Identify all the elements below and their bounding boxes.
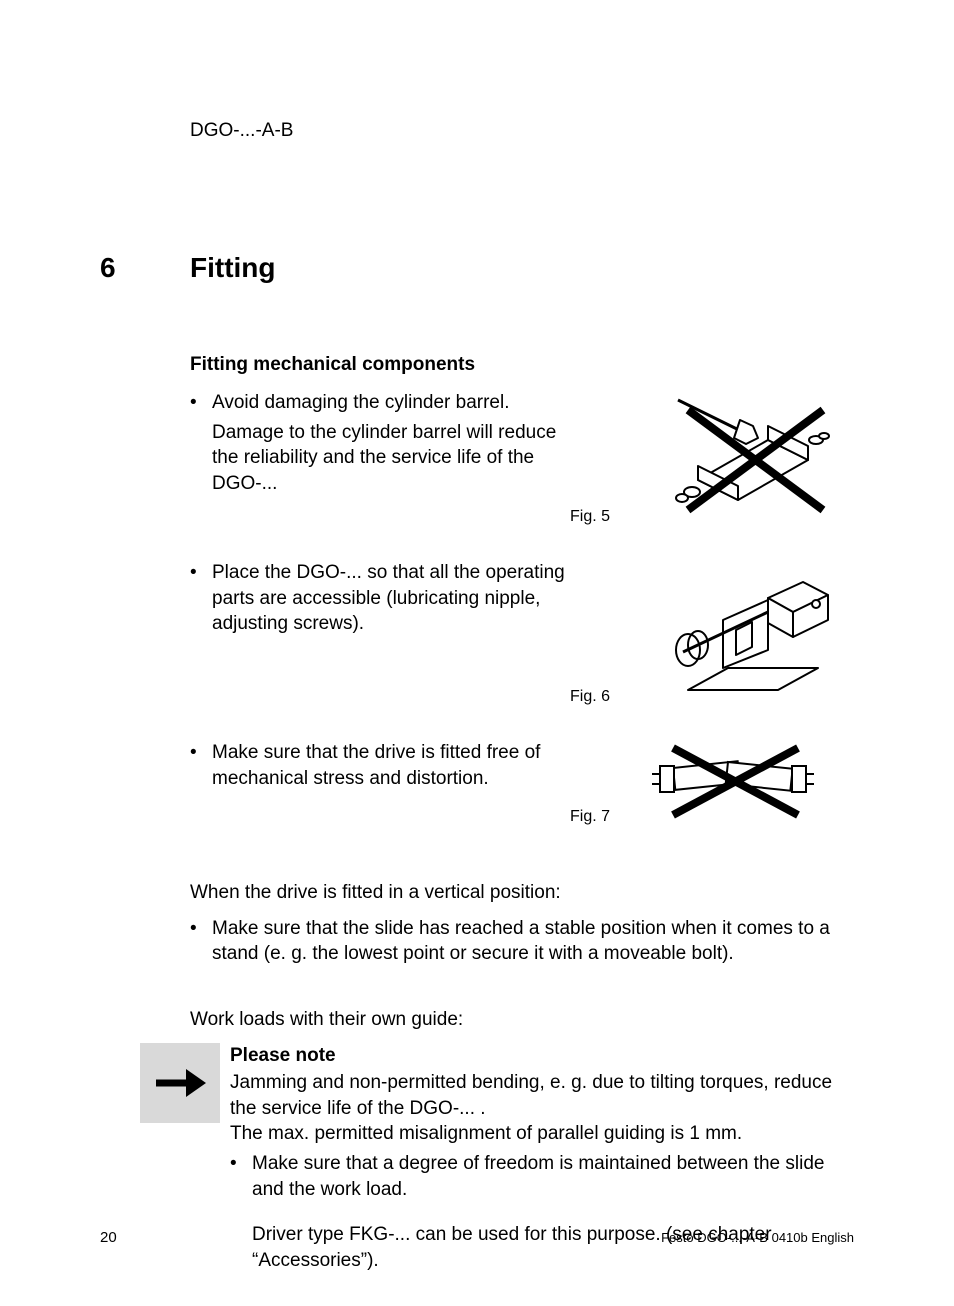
- figure-7-col: Fig. 7: [570, 740, 850, 830]
- figure-5-label: Fig. 5: [570, 508, 620, 530]
- note-arrow-icon: [140, 1043, 220, 1123]
- note-line-2: The max. permitted misalignment of paral…: [230, 1121, 850, 1147]
- note-line-1: Jamming and non-permitted bending, e. g.…: [230, 1070, 850, 1121]
- figure-6-col: Fig. 6: [570, 560, 850, 710]
- vertical-intro: When the drive is fitted in a vertical p…: [190, 880, 860, 906]
- item-row-3: • Make sure that the drive is fitted fre…: [190, 740, 860, 830]
- bullet-dot-icon: •: [190, 560, 212, 637]
- bullet-3-text: Make sure that the drive is fitted free …: [212, 740, 570, 791]
- page: DGO-...-A-B 6 Fitting Fitting mechanical…: [0, 0, 954, 1306]
- figure-7-label: Fig. 7: [570, 808, 620, 830]
- footer: 20 Festo DGO-...-A-B 0410b English: [100, 1229, 854, 1246]
- workloads-intro: Work loads with their own guide:: [190, 1007, 860, 1033]
- bullet-1: • Avoid damaging the cylinder barrel. Da…: [190, 390, 570, 497]
- bullet-1-text: Avoid damaging the cylinder barrel.: [212, 392, 510, 413]
- bullet-dot-icon: •: [190, 390, 212, 497]
- bullet-dot-icon: •: [190, 916, 212, 967]
- figure-5-col: Fig. 5: [570, 390, 850, 530]
- figure-6-label: Fig. 6: [570, 688, 620, 710]
- bullet-dot-icon: •: [190, 740, 212, 791]
- content-column: Fitting mechanical components • Avoid da…: [190, 354, 860, 1033]
- item-text-3: • Make sure that the drive is fitted fre…: [190, 740, 570, 795]
- figure-7-diagram-icon: [628, 740, 838, 830]
- page-number: 20: [100, 1229, 117, 1246]
- note-bullet: • Make sure that a degree of freedom is …: [230, 1151, 850, 1202]
- bullet-3: • Make sure that the drive is fitted fre…: [190, 740, 570, 791]
- chapter-title: Fitting: [190, 252, 276, 284]
- header-product: DGO-...-A-B: [190, 120, 854, 142]
- figure-6-diagram-icon: [628, 560, 838, 710]
- bullet-2: • Place the DGO-... so that all the oper…: [190, 560, 570, 637]
- footer-right-text: Festo DGO-...-A-B 0410b English: [661, 1230, 854, 1245]
- chapter-number: 6: [100, 252, 190, 284]
- section-subhead: Fitting mechanical components: [190, 354, 860, 376]
- item-text-2: • Place the DGO-... so that all the oper…: [190, 560, 570, 641]
- chapter-row: 6 Fitting: [100, 252, 854, 284]
- figure-5-diagram-icon: [628, 390, 838, 530]
- item-text-1: • Avoid damaging the cylinder barrel. Da…: [190, 390, 570, 501]
- item-row-1: • Avoid damaging the cylinder barrel. Da…: [190, 390, 860, 530]
- note-title: Please note: [230, 1043, 850, 1069]
- item-row-2: • Place the DGO-... so that all the oper…: [190, 560, 860, 710]
- bullet-dot-icon: •: [230, 1151, 252, 1202]
- vertical-bullet: • Make sure that the slide has reached a…: [190, 916, 860, 967]
- bullet-1-extra: Damage to the cylinder barrel will reduc…: [212, 420, 570, 497]
- vertical-bullet-text: Make sure that the slide has reached a s…: [212, 916, 860, 967]
- bullet-2-text: Place the DGO-... so that all the operat…: [212, 560, 570, 637]
- note-bullet-text: Make sure that a degree of freedom is ma…: [252, 1151, 850, 1202]
